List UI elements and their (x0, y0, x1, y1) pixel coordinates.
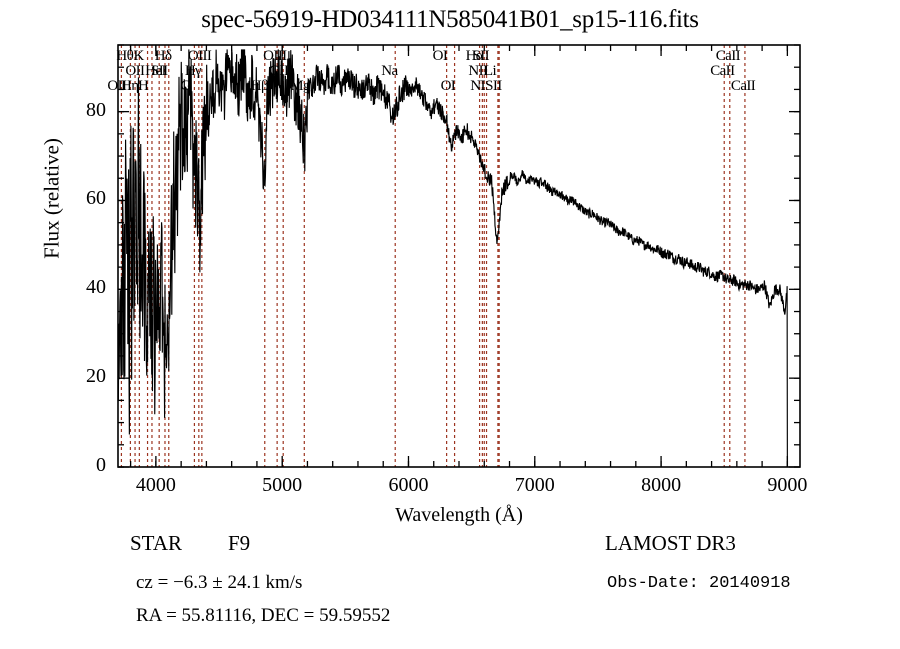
x-axis-label: Wavelength (Å) (395, 504, 523, 526)
line-label-OI: OI (432, 48, 448, 64)
line-label-SII: SII (485, 78, 502, 94)
x-tick-label: 7000 (514, 474, 555, 496)
footer-spectral-type: F9 (228, 531, 251, 555)
line-label-Li: Li (483, 63, 497, 79)
y-axis-label: Flux (relative) (39, 138, 64, 259)
line-label-Hδ: Hδ (154, 48, 172, 64)
x-tick-label: 6000 (388, 474, 429, 496)
axis-frame (117, 44, 801, 468)
line-label-G: G (180, 78, 191, 94)
footer-survey: LAMOST DR3 (605, 531, 736, 555)
line-label-OII: OII (107, 78, 127, 94)
footer-coordinates: RA = 55.81116, DEC = 59.59552 (136, 605, 391, 626)
x-tick-label: 8000 (641, 474, 682, 496)
x-tick-label: 4000 (135, 474, 176, 496)
line-label-OIII: OIII (187, 48, 212, 64)
line-label-Hη: Hη (121, 78, 139, 94)
line-label-OII: OII (125, 63, 145, 79)
line-label-NII: NII (468, 63, 488, 79)
line-label-SII: SII (150, 63, 168, 79)
line-label-Hβ: Hβ (250, 78, 269, 94)
line-label-Hγ: Hγ (184, 63, 202, 79)
line-label-H: H (137, 78, 149, 94)
line-label-OIII: OIII (263, 48, 287, 64)
line-label-Na: Na (381, 63, 398, 79)
footer-redshift: cz = −6.3 ± 24.1 km/s (136, 572, 303, 593)
line-label-CaII: CaII (730, 78, 756, 94)
y-tick-label: 20 (86, 365, 106, 388)
spectrum-trace (117, 49, 788, 468)
y-tick-label: 40 (86, 276, 106, 299)
line-label-OIII: OIII (269, 63, 293, 79)
line-label-SII: SII (472, 48, 490, 64)
line-label-Hθ: Hθ (116, 48, 134, 64)
footer-obs-date: Obs-Date: 20140918 (607, 574, 791, 593)
line-label-K: K (133, 48, 145, 64)
line-label-OI: OI (440, 78, 456, 94)
line-label-CaII: CaII (715, 48, 741, 64)
line-marker-group (120, 45, 746, 467)
footer-object-class: STAR (130, 531, 182, 555)
line-label-Hα: Hα (465, 48, 484, 64)
line-label-HeI: HeI (145, 63, 166, 79)
y-tick-label: 60 (86, 187, 106, 210)
x-tick-label: 9000 (767, 474, 808, 496)
line-label-Mg: Mg (290, 78, 310, 94)
plot-border (117, 44, 801, 468)
y-tick-label: 0 (96, 454, 106, 476)
page-title: spec-56919-HD034111N585041B01_sp15-116.f… (201, 6, 699, 33)
line-label-NI: NI (470, 78, 485, 94)
y-tick-label: 80 (86, 98, 106, 121)
x-tick-label: 5000 (262, 474, 303, 496)
line-label-CaII: CaII (710, 63, 735, 79)
